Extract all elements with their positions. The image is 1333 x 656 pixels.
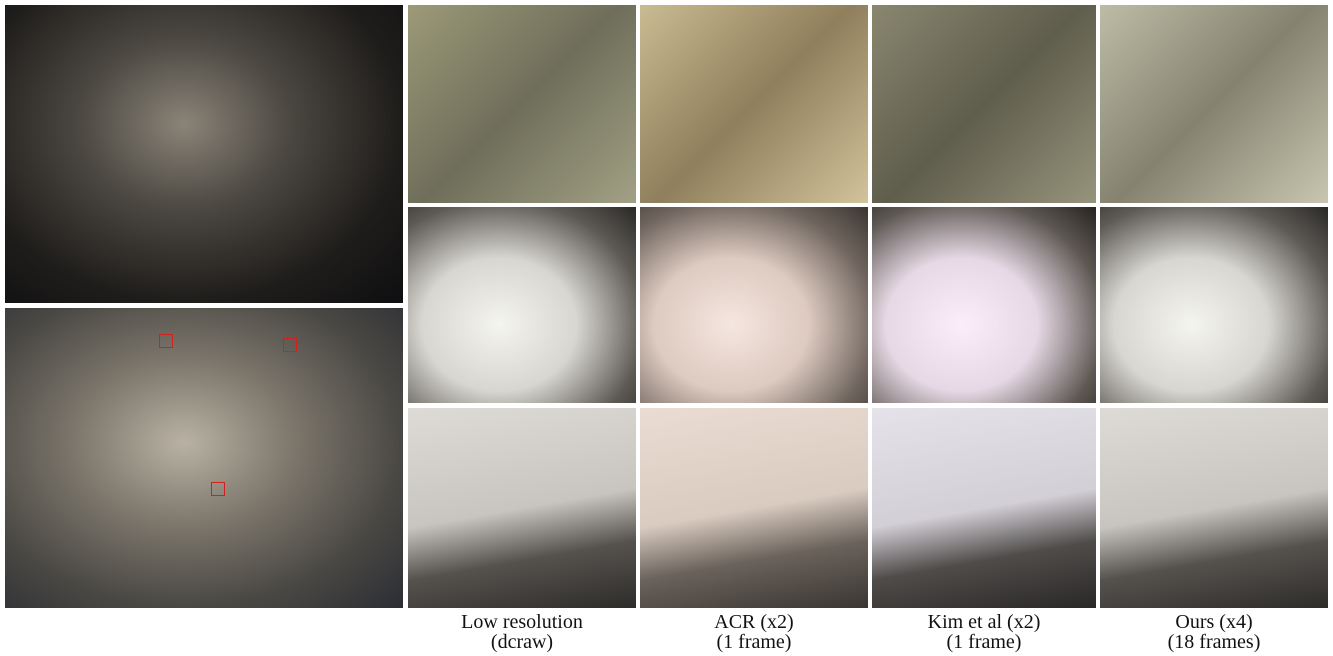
column-caption: Low resolution (dcraw) xyxy=(408,612,636,652)
column-caption: Ours (x4) (18 frames) xyxy=(1100,612,1328,652)
image-overview-dark xyxy=(5,5,403,303)
crop-marker xyxy=(283,338,297,352)
caption-label: Kim et al (x2) xyxy=(927,611,1041,633)
caption-label: Low resolution xyxy=(461,611,583,633)
crop-statue-kim xyxy=(872,207,1096,403)
crop-wall-low-res xyxy=(408,408,636,608)
crop-gate-low-res xyxy=(408,5,636,203)
crop-statue-low-res xyxy=(408,207,636,403)
crop-statue-ours xyxy=(1100,207,1328,403)
crop-statue-acr xyxy=(640,207,868,403)
crop-wall-kim xyxy=(872,408,1096,608)
caption-sublabel: (1 frame) xyxy=(946,631,1022,653)
crop-marker xyxy=(211,482,225,496)
crop-gate-kim xyxy=(872,5,1096,203)
crop-gate-ours xyxy=(1100,5,1328,203)
image-overview-bright xyxy=(5,308,403,608)
column-caption: ACR (x2) (1 frame) xyxy=(640,612,868,652)
caption-sublabel: (dcraw) xyxy=(490,631,554,653)
crop-wall-acr xyxy=(640,408,868,608)
caption-label: ACR (x2) xyxy=(714,611,794,633)
crop-wall-ours xyxy=(1100,408,1328,608)
column-caption: Kim et al (x2) (1 frame) xyxy=(870,612,1098,652)
caption-sublabel: (1 frame) xyxy=(716,631,792,653)
caption-sublabel: (18 frames) xyxy=(1167,631,1261,653)
caption-label: Ours (x4) xyxy=(1175,611,1253,633)
crop-gate-acr xyxy=(640,5,868,203)
crop-marker xyxy=(159,334,173,348)
